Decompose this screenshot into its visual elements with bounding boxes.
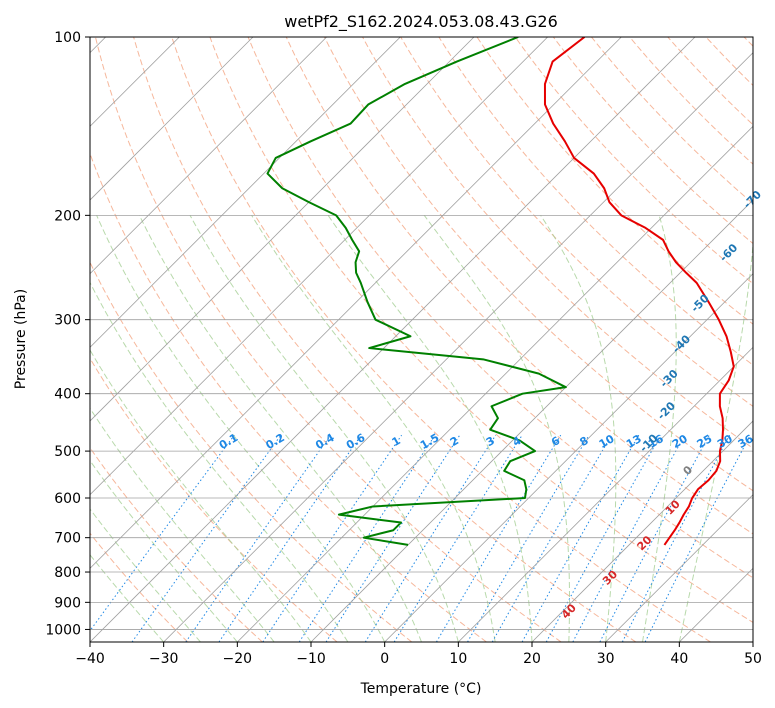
skewed-isotherm-line bbox=[90, 37, 548, 496]
dry-adiabat-line bbox=[247, 37, 753, 579]
mixing-ratio-line bbox=[90, 434, 235, 632]
dry-adiabat-line bbox=[94, 37, 562, 642]
y-axis: 100 200 300 400 500 600 700 800 900 1000 bbox=[45, 30, 90, 638]
dry-adiabat-line bbox=[552, 37, 753, 245]
skewed-isotherm-line bbox=[90, 37, 696, 642]
mixing-ratio-line bbox=[218, 434, 362, 642]
moist-adiabat-line bbox=[90, 554, 165, 642]
mixing-ratio-line bbox=[298, 434, 436, 642]
skewed-isotherm-line bbox=[384, 273, 753, 642]
x-tick-label: 0 bbox=[380, 651, 389, 667]
dry-adiabat-line bbox=[133, 37, 637, 642]
mixing-ratio-line bbox=[393, 434, 523, 642]
x-tick-label: 30 bbox=[597, 651, 615, 667]
moist-adiabat-line bbox=[96, 215, 386, 642]
temperature-profile-line bbox=[543, 37, 735, 546]
dry-adiabat-line bbox=[285, 37, 753, 535]
y-tick-label: 700 bbox=[54, 531, 81, 547]
x-tick-label: −40 bbox=[75, 651, 105, 667]
mixing-ratio-line bbox=[644, 434, 751, 642]
plot-background bbox=[90, 37, 753, 642]
mixing-ratio-line bbox=[262, 434, 403, 642]
skewed-isotherm-line bbox=[163, 52, 753, 642]
dry-adiabat-line bbox=[209, 37, 753, 624]
skewed-isotherm-line bbox=[90, 37, 401, 348]
mixing-ratio-line bbox=[131, 434, 282, 642]
x-tick-label: 50 bbox=[744, 651, 762, 667]
x-tick-label: 20 bbox=[523, 651, 541, 667]
dry-adiabat-line bbox=[438, 37, 753, 366]
mixing-ratio-line bbox=[435, 434, 562, 642]
skewed-isotherm-line bbox=[310, 199, 753, 642]
dry-adiabat-line bbox=[476, 37, 753, 325]
x-tick-label: −30 bbox=[149, 651, 179, 667]
y-axis-title: Pressure (hPa) bbox=[13, 289, 29, 389]
dry-adiabat-line bbox=[90, 261, 413, 642]
x-tick-label: 40 bbox=[670, 651, 688, 667]
y-tick-label: 400 bbox=[54, 387, 81, 403]
moist-adiabat-line bbox=[327, 215, 533, 642]
mixing-ratio-line bbox=[325, 434, 461, 642]
mixing-ratio-line bbox=[364, 434, 497, 642]
chart-title: wetPf2_S162.2024.053.08.43.G26 bbox=[284, 12, 558, 32]
mixing-ratio-line bbox=[572, 434, 686, 642]
plot-frame bbox=[89, 36, 754, 643]
dry-adiabat-line bbox=[591, 37, 753, 205]
moist-adiabat-line bbox=[90, 459, 238, 642]
y-tick-label: 100 bbox=[54, 30, 81, 46]
mixing-ratio-line bbox=[545, 434, 662, 642]
moist-adiabat-line bbox=[138, 215, 422, 642]
skewed-isotherm-line bbox=[458, 346, 753, 642]
dry-adiabat-line bbox=[90, 532, 189, 642]
skewed-isotherm-line bbox=[90, 37, 254, 201]
y-tick-label: 900 bbox=[54, 595, 81, 611]
dry-adiabat-line bbox=[323, 37, 753, 492]
data-series bbox=[266, 37, 735, 546]
skewed-isotherm-line bbox=[90, 37, 327, 275]
skewed-isotherm-line bbox=[605, 494, 753, 642]
moist-adiabat-line bbox=[540, 215, 617, 642]
moist-adiabat-line bbox=[678, 239, 753, 642]
skewed-isotherm-line bbox=[237, 125, 753, 642]
dry-adiabat-line bbox=[514, 37, 753, 285]
background-lines bbox=[90, 37, 753, 642]
y-tick-label: 1000 bbox=[45, 622, 81, 638]
moist-adiabat-line bbox=[642, 215, 677, 642]
dewpoint-profile-line bbox=[266, 37, 567, 546]
y-tick-label: 600 bbox=[54, 491, 81, 507]
dry-adiabat-line bbox=[629, 37, 753, 165]
x-axis-title: Temperature (°C) bbox=[360, 681, 482, 697]
y-tick-label: 800 bbox=[54, 565, 81, 581]
skewed-isotherm-line bbox=[90, 37, 622, 569]
moist-adiabat-line bbox=[251, 215, 496, 642]
y-tick-label: 200 bbox=[54, 208, 81, 224]
moist-adiabat-line bbox=[90, 508, 201, 642]
moist-adiabat-line bbox=[90, 281, 349, 642]
skewed-isotherm-line bbox=[90, 37, 475, 422]
moist-adiabat-line bbox=[189, 215, 459, 642]
y-tick-label: 500 bbox=[54, 444, 81, 460]
x-tick-label: −20 bbox=[223, 651, 253, 667]
moist-adiabat-line bbox=[90, 349, 312, 642]
x-axis: −40 −30 −20 −10 0 10 20 30 40 50 bbox=[75, 642, 762, 667]
skewed-isotherm-line bbox=[531, 420, 753, 642]
dry-adiabat-line bbox=[90, 152, 487, 642]
dry-adiabat-line bbox=[400, 37, 753, 407]
mixing-ratio-line bbox=[599, 434, 710, 642]
y-tick-label: 300 bbox=[54, 313, 81, 329]
x-tick-label: −10 bbox=[296, 651, 326, 667]
x-tick-label: 10 bbox=[449, 651, 467, 667]
